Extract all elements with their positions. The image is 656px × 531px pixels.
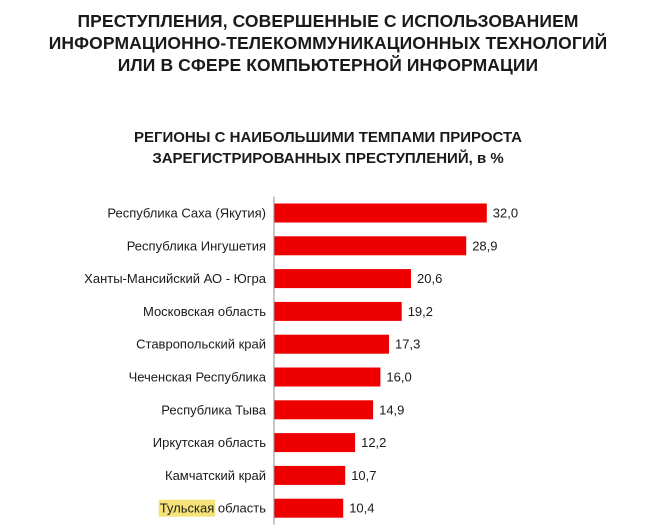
- category-label: Иркутская область: [153, 435, 266, 450]
- category-label: Камчатский край: [165, 468, 266, 483]
- bar: [274, 433, 356, 453]
- bar: [274, 334, 389, 354]
- bar: [274, 465, 346, 485]
- category-label: Ханты-Мансийский АО - Югра: [84, 271, 267, 286]
- value-label: 10,4: [349, 501, 374, 516]
- value-label: 32,0: [493, 206, 518, 221]
- bar: [274, 236, 467, 256]
- value-label: 10,7: [351, 468, 376, 483]
- bar: [274, 203, 487, 223]
- bar: [274, 400, 374, 420]
- bar: [274, 269, 411, 289]
- category-label: Ставропольский край: [136, 337, 266, 352]
- main-title-line: ПРЕСТУПЛЕНИЯ, СОВЕРШЕННЫЕ С ИСПОЛЬЗОВАНИ…: [77, 11, 579, 31]
- bar: [274, 301, 402, 321]
- value-label: 16,0: [386, 370, 411, 385]
- value-label: 17,3: [395, 337, 420, 352]
- main-title-line: ИЛИ В СФЕРЕ КОМПЬЮТЕРНОЙ ИНФОРМАЦИИ: [117, 55, 539, 75]
- bar: [274, 498, 344, 518]
- category-label: Московская область: [143, 304, 266, 319]
- highlighted-word: Тульская: [160, 501, 215, 516]
- category-label: Республика Ингушетия: [127, 238, 266, 253]
- main-title: ПРЕСТУПЛЕНИЯ, СОВЕРШЕННЫЕ С ИСПОЛЬЗОВАНИ…: [0, 10, 656, 76]
- bar: [274, 367, 381, 387]
- value-label: 12,2: [361, 435, 386, 450]
- category-label: Тульская область: [160, 501, 267, 516]
- chart-subtitle-line: ЗАРЕГИСТРИРОВАННЫХ ПРЕСТУПЛЕНИЙ, в %: [152, 150, 504, 167]
- main-title-line: ИНФОРМАЦИОННО-ТЕЛЕКОММУНИКАЦИОННЫХ ТЕХНО…: [48, 33, 608, 53]
- value-label: 28,9: [472, 238, 497, 253]
- category-label: Республика Тыва: [161, 402, 267, 417]
- text-highlight: [158, 499, 216, 517]
- value-label: 14,9: [379, 402, 404, 417]
- chart-subtitle: РЕГИОНЫ С НАИБОЛЬШИМИ ТЕМПАМИ ПРИРОСТА З…: [0, 127, 656, 169]
- value-label: 19,2: [408, 304, 433, 319]
- category-label: Республика Саха (Якутия): [107, 206, 266, 221]
- category-label: Чеченская Республика: [129, 370, 267, 385]
- chart-subtitle-line: РЕГИОНЫ С НАИБОЛЬШИМИ ТЕМПАМИ ПРИРОСТА: [133, 129, 523, 146]
- value-label: 20,6: [417, 271, 442, 286]
